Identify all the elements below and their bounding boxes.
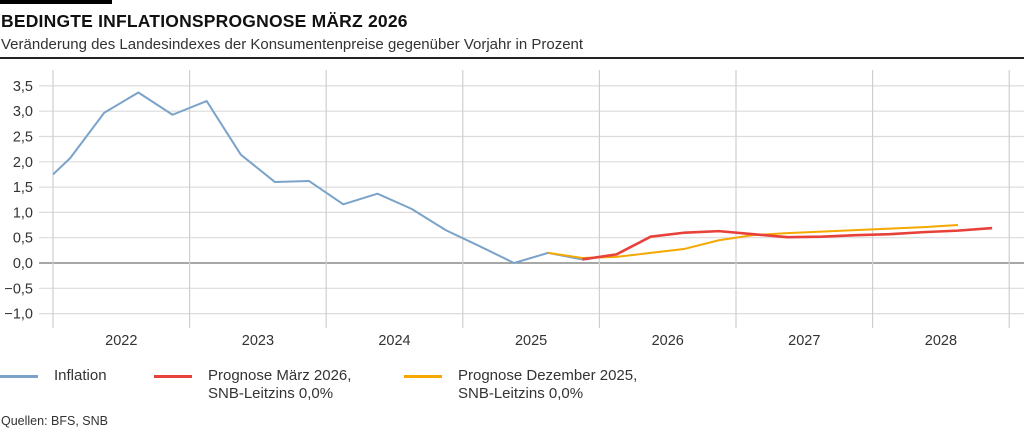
legend-item-prognose-dezember-2025: Prognose Dezember 2025, SNB-Leitzins 0,0… — [404, 367, 637, 403]
x-tick-label: 2025 — [515, 333, 547, 349]
legend-swatch — [154, 375, 192, 378]
x-tick-label: 2027 — [788, 333, 820, 349]
y-tick-label: 1,5 — [13, 180, 33, 196]
header-rule — [0, 57, 1024, 59]
y-tick-label: 0,0 — [13, 256, 33, 272]
legend-item-prognose-maerz-2026: Prognose März 2026, SNB-Leitzins 0,0% — [154, 367, 351, 403]
x-axis-ticks: 2022 2023 2024 2025 2026 2027 2028 — [105, 333, 957, 349]
y-tick-label: −0,5 — [4, 281, 33, 297]
legend-label: Prognose Dezember 2025, SNB-Leitzins 0,0… — [458, 367, 638, 402]
y-axis-ticks: 3,5 3,0 2,5 2,0 1,5 1,0 0,5 0,0 −0,5 −1,0 — [4, 79, 33, 323]
chart-subtitle: Veränderung des Landesindexes der Konsum… — [1, 36, 584, 53]
y-tick-label: 3,5 — [13, 79, 33, 95]
series-lines — [52, 91, 993, 264]
legend-label: Prognose März 2026, SNB-Leitzins 0,0% — [208, 367, 352, 402]
x-tick-label: 2026 — [652, 333, 684, 349]
y-tick-label: 3,0 — [13, 104, 33, 120]
x-tick-label: 2023 — [242, 333, 274, 349]
y-tick-label: 2,0 — [13, 155, 33, 171]
y-tick-label: 0,5 — [13, 231, 33, 247]
grid — [39, 70, 1024, 328]
y-tick-label: 2,5 — [13, 130, 33, 146]
legend-swatch — [404, 375, 442, 378]
series-line-2 — [548, 224, 959, 259]
x-tick-label: 2022 — [105, 333, 137, 349]
legend-label: Inflation — [54, 367, 107, 384]
legend-swatch — [0, 375, 38, 378]
x-tick-label: 2028 — [925, 333, 957, 349]
y-tick-label: −1,0 — [4, 307, 33, 323]
header-accent-bar — [0, 0, 112, 4]
source-note: Quellen: BFS, SNB — [1, 414, 108, 428]
chart-title: BEDINGTE INFLATIONSPROGNOSE MÄRZ 2026 — [1, 11, 408, 31]
x-tick-label: 2024 — [378, 333, 410, 349]
y-tick-label: 1,0 — [13, 205, 33, 221]
legend-item-inflation: Inflation — [0, 367, 107, 385]
